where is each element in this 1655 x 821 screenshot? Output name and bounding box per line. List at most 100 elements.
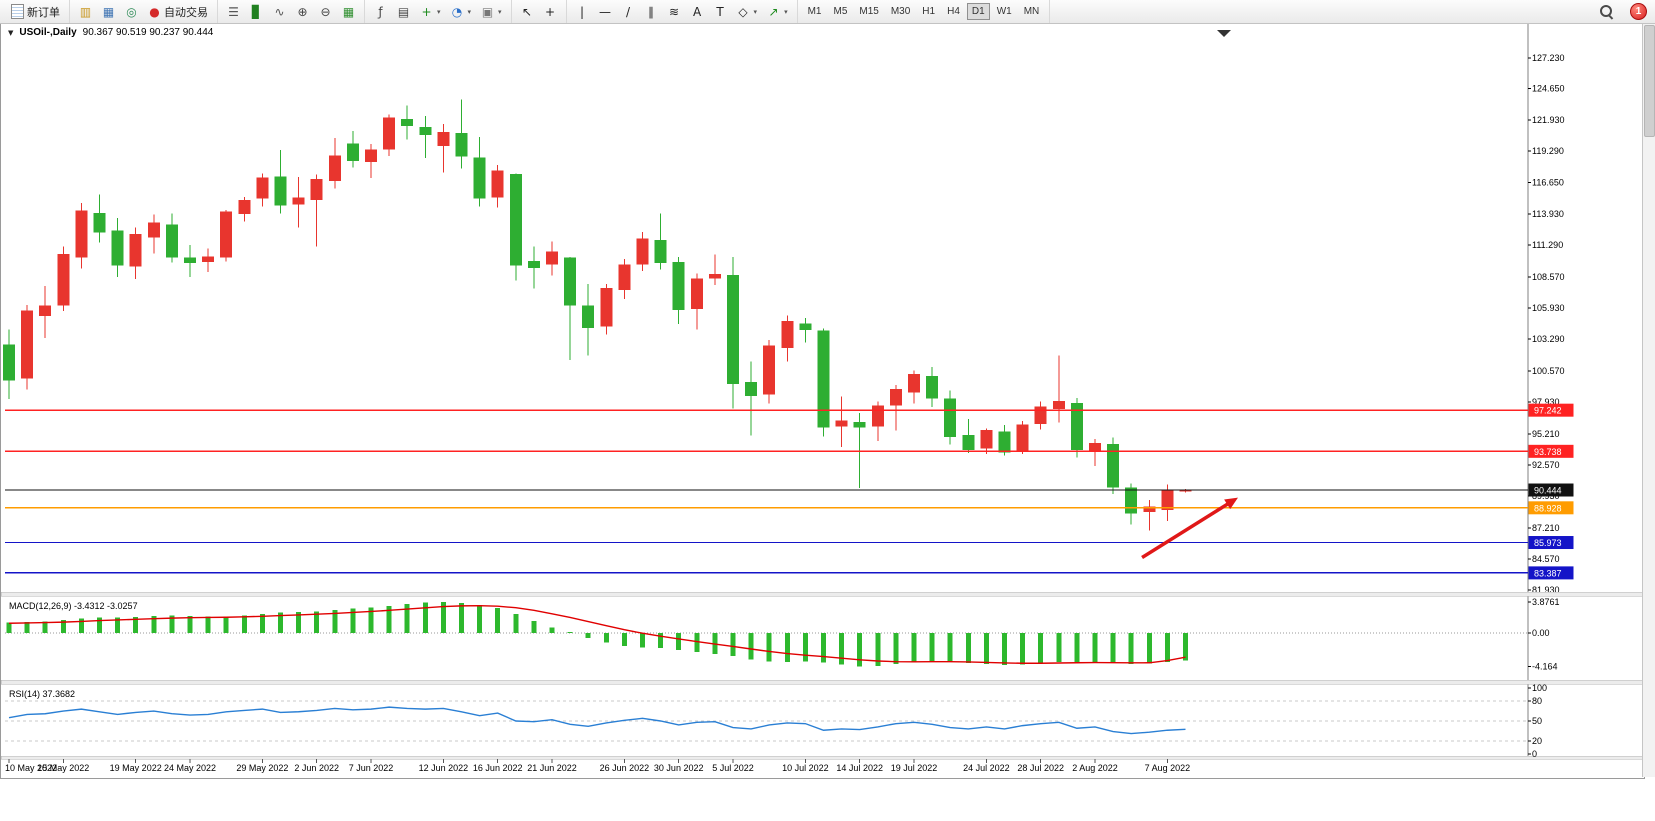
vertical-scrollbar[interactable] <box>1642 23 1655 777</box>
fibonacci-button[interactable]: ≋ <box>664 0 685 23</box>
navigator-button[interactable]: ◎ <box>121 0 142 23</box>
macd-bar <box>585 633 591 638</box>
chart-canvas[interactable]: 127.230 124.650 121.930 119.290 116.650 113.9… <box>1 24 1642 776</box>
toolbar-groups: 新订单 ▥ ▦ ◎ ● 自动交易 ☰ ▊ ∿ ⊕ ⊖ ▦ ƒ ▤ + ▾ ◔ ▾ ▣ ▾ ↖ + | — / ∥ ≋ A T ◇ ▾ ↗ ▾ <box>2 0 798 23</box>
macd-bar <box>1020 633 1026 665</box>
svg-text:100.570: 100.570 <box>1532 366 1565 376</box>
macd-bar <box>477 605 483 633</box>
candle <box>383 117 396 150</box>
date-label: 10 Jul 2022 <box>782 763 829 773</box>
shapes-button[interactable]: ◇ ▾ <box>733 0 762 23</box>
svg-text:20: 20 <box>1532 736 1542 746</box>
pane-splitter[interactable] <box>1 679 1642 685</box>
market-watch-button[interactable]: ▥ <box>75 0 96 23</box>
scroll-shift-marker[interactable] <box>1217 30 1231 37</box>
chart-menu-arrow-icon[interactable]: ▼ <box>8 29 14 37</box>
data-window-button[interactable]: ▦ <box>98 0 119 23</box>
templates-button[interactable]: ▣ ▾ <box>477 0 506 23</box>
macd-bar <box>929 633 935 662</box>
date-label: 7 Jun 2022 <box>349 763 394 773</box>
notification-badge[interactable]: 1 <box>1630 3 1647 20</box>
cursor-button[interactable]: ↖ <box>517 0 538 23</box>
pane-splitter[interactable] <box>1 591 1642 597</box>
macd-bar <box>332 610 338 633</box>
macd-bar <box>748 633 754 660</box>
candle <box>220 211 233 258</box>
timeframe-h4-button[interactable]: H4 <box>947 6 960 17</box>
date-label: 30 Jun 2022 <box>654 763 704 773</box>
periods-button[interactable]: ◔ ▾ <box>447 0 476 23</box>
tile-windows-button[interactable]: ▦ <box>338 0 359 23</box>
trendline-button[interactable]: / <box>618 0 639 23</box>
candle <box>817 330 830 428</box>
text-button[interactable]: A <box>687 0 708 23</box>
pane-splitter[interactable] <box>1 755 1642 760</box>
arrow-icon: ↗ <box>768 4 779 19</box>
scrollbar-thumb[interactable] <box>1644 25 1655 137</box>
channel-button[interactable]: ∥ <box>641 0 662 23</box>
timeframe-mn-button[interactable]: MN <box>1023 6 1040 17</box>
timeframe-w1-button[interactable]: W1 <box>996 6 1012 17</box>
crosshair-button[interactable]: + <box>540 0 561 23</box>
zoom-in-button[interactable]: ⊕ <box>292 0 313 23</box>
macd-signal-line <box>8 605 1186 664</box>
candle <box>75 210 88 258</box>
arrows-button[interactable]: ↗ ▾ <box>763 0 792 23</box>
indicators-icon: ƒ <box>378 4 383 19</box>
horizontal-line-icon: — <box>599 4 612 19</box>
bar-chart-button[interactable]: ☰ <box>223 0 244 23</box>
macd-bar <box>694 633 700 653</box>
macd-bar <box>1092 633 1098 663</box>
trend-arrow[interactable] <box>1141 499 1234 559</box>
candle <box>129 234 142 267</box>
bar-chart-icon: ☰ <box>228 4 239 19</box>
macd-bar <box>42 621 48 633</box>
new-order-icon <box>11 4 24 19</box>
timeframe-toolbar: M1 M5 M15 M30 H1 H4 D1 W1 MN <box>798 0 1051 23</box>
timeframe-d1-button[interactable]: D1 <box>966 3 990 20</box>
svg-text:97.930: 97.930 <box>1532 397 1560 407</box>
horizontal-line-button[interactable]: — <box>595 0 616 23</box>
rsi-label: RSI(14) 37.3682 <box>9 689 75 699</box>
svg-text:111.290: 111.290 <box>1532 240 1563 250</box>
svg-text:127.230: 127.230 <box>1532 53 1565 63</box>
candle <box>835 420 848 427</box>
timeframe-m5-button[interactable]: M5 <box>833 6 848 17</box>
indicator-window-button[interactable]: ▤ <box>393 0 414 23</box>
timeframe-m15-button[interactable]: M15 <box>859 6 879 17</box>
timeframe-h1-button[interactable]: H1 <box>922 6 936 17</box>
macd-bar <box>6 622 12 633</box>
candle <box>328 155 341 181</box>
zoom-out-button[interactable]: ⊖ <box>315 0 336 23</box>
indicators-list-button[interactable]: ƒ <box>370 0 391 23</box>
text-label-button[interactable]: T <box>710 0 731 23</box>
candle <box>310 178 323 200</box>
timeframe-m1-button[interactable]: M1 <box>807 6 822 17</box>
autotrade-button[interactable]: ● 自动交易 <box>144 0 212 23</box>
candle <box>147 222 160 238</box>
macd-bar <box>241 615 247 633</box>
candlestick-chart-button[interactable]: ▊ <box>246 0 267 23</box>
arrow-annotation <box>1141 497 1238 559</box>
main-toolbar: 新订单 ▥ ▦ ◎ ● 自动交易 ☰ ▊ ∿ ⊕ ⊖ ▦ ƒ ▤ + ▾ ◔ ▾ ▣ ▾ ↖ + | — / ∥ ≋ A T ◇ ▾ ↗ ▾ M… <box>0 0 1655 24</box>
candle <box>3 344 15 381</box>
vertical-line-icon: | <box>580 4 585 19</box>
macd-bar <box>802 633 808 662</box>
candle <box>238 199 251 214</box>
svg-text:0: 0 <box>1532 749 1537 759</box>
order-group: 新订单 <box>2 0 70 23</box>
new-order-button[interactable]: 新订单 <box>7 0 64 23</box>
pane-separators <box>1 591 1642 760</box>
navigator-icon: ◎ <box>126 4 137 19</box>
timeframe-m30-button[interactable]: M30 <box>890 6 911 17</box>
vertical-line-button[interactable]: | <box>572 0 593 23</box>
chart-title-overlay: ▼ USOil-,Daily 90.367 90.519 90.237 90.4… <box>8 27 213 38</box>
candle <box>889 389 902 406</box>
macd-label: MACD(12,26,9) -3.4312 -3.0257 <box>9 601 138 611</box>
add-indicator-button[interactable]: + ▾ <box>416 0 445 23</box>
line-chart-button[interactable]: ∿ <box>269 0 290 23</box>
date-label: 19 Jul 2022 <box>891 763 938 773</box>
search-icon <box>1600 5 1613 18</box>
indicator-window-icon: ▤ <box>397 4 410 19</box>
search-button[interactable] <box>1596 0 1617 23</box>
